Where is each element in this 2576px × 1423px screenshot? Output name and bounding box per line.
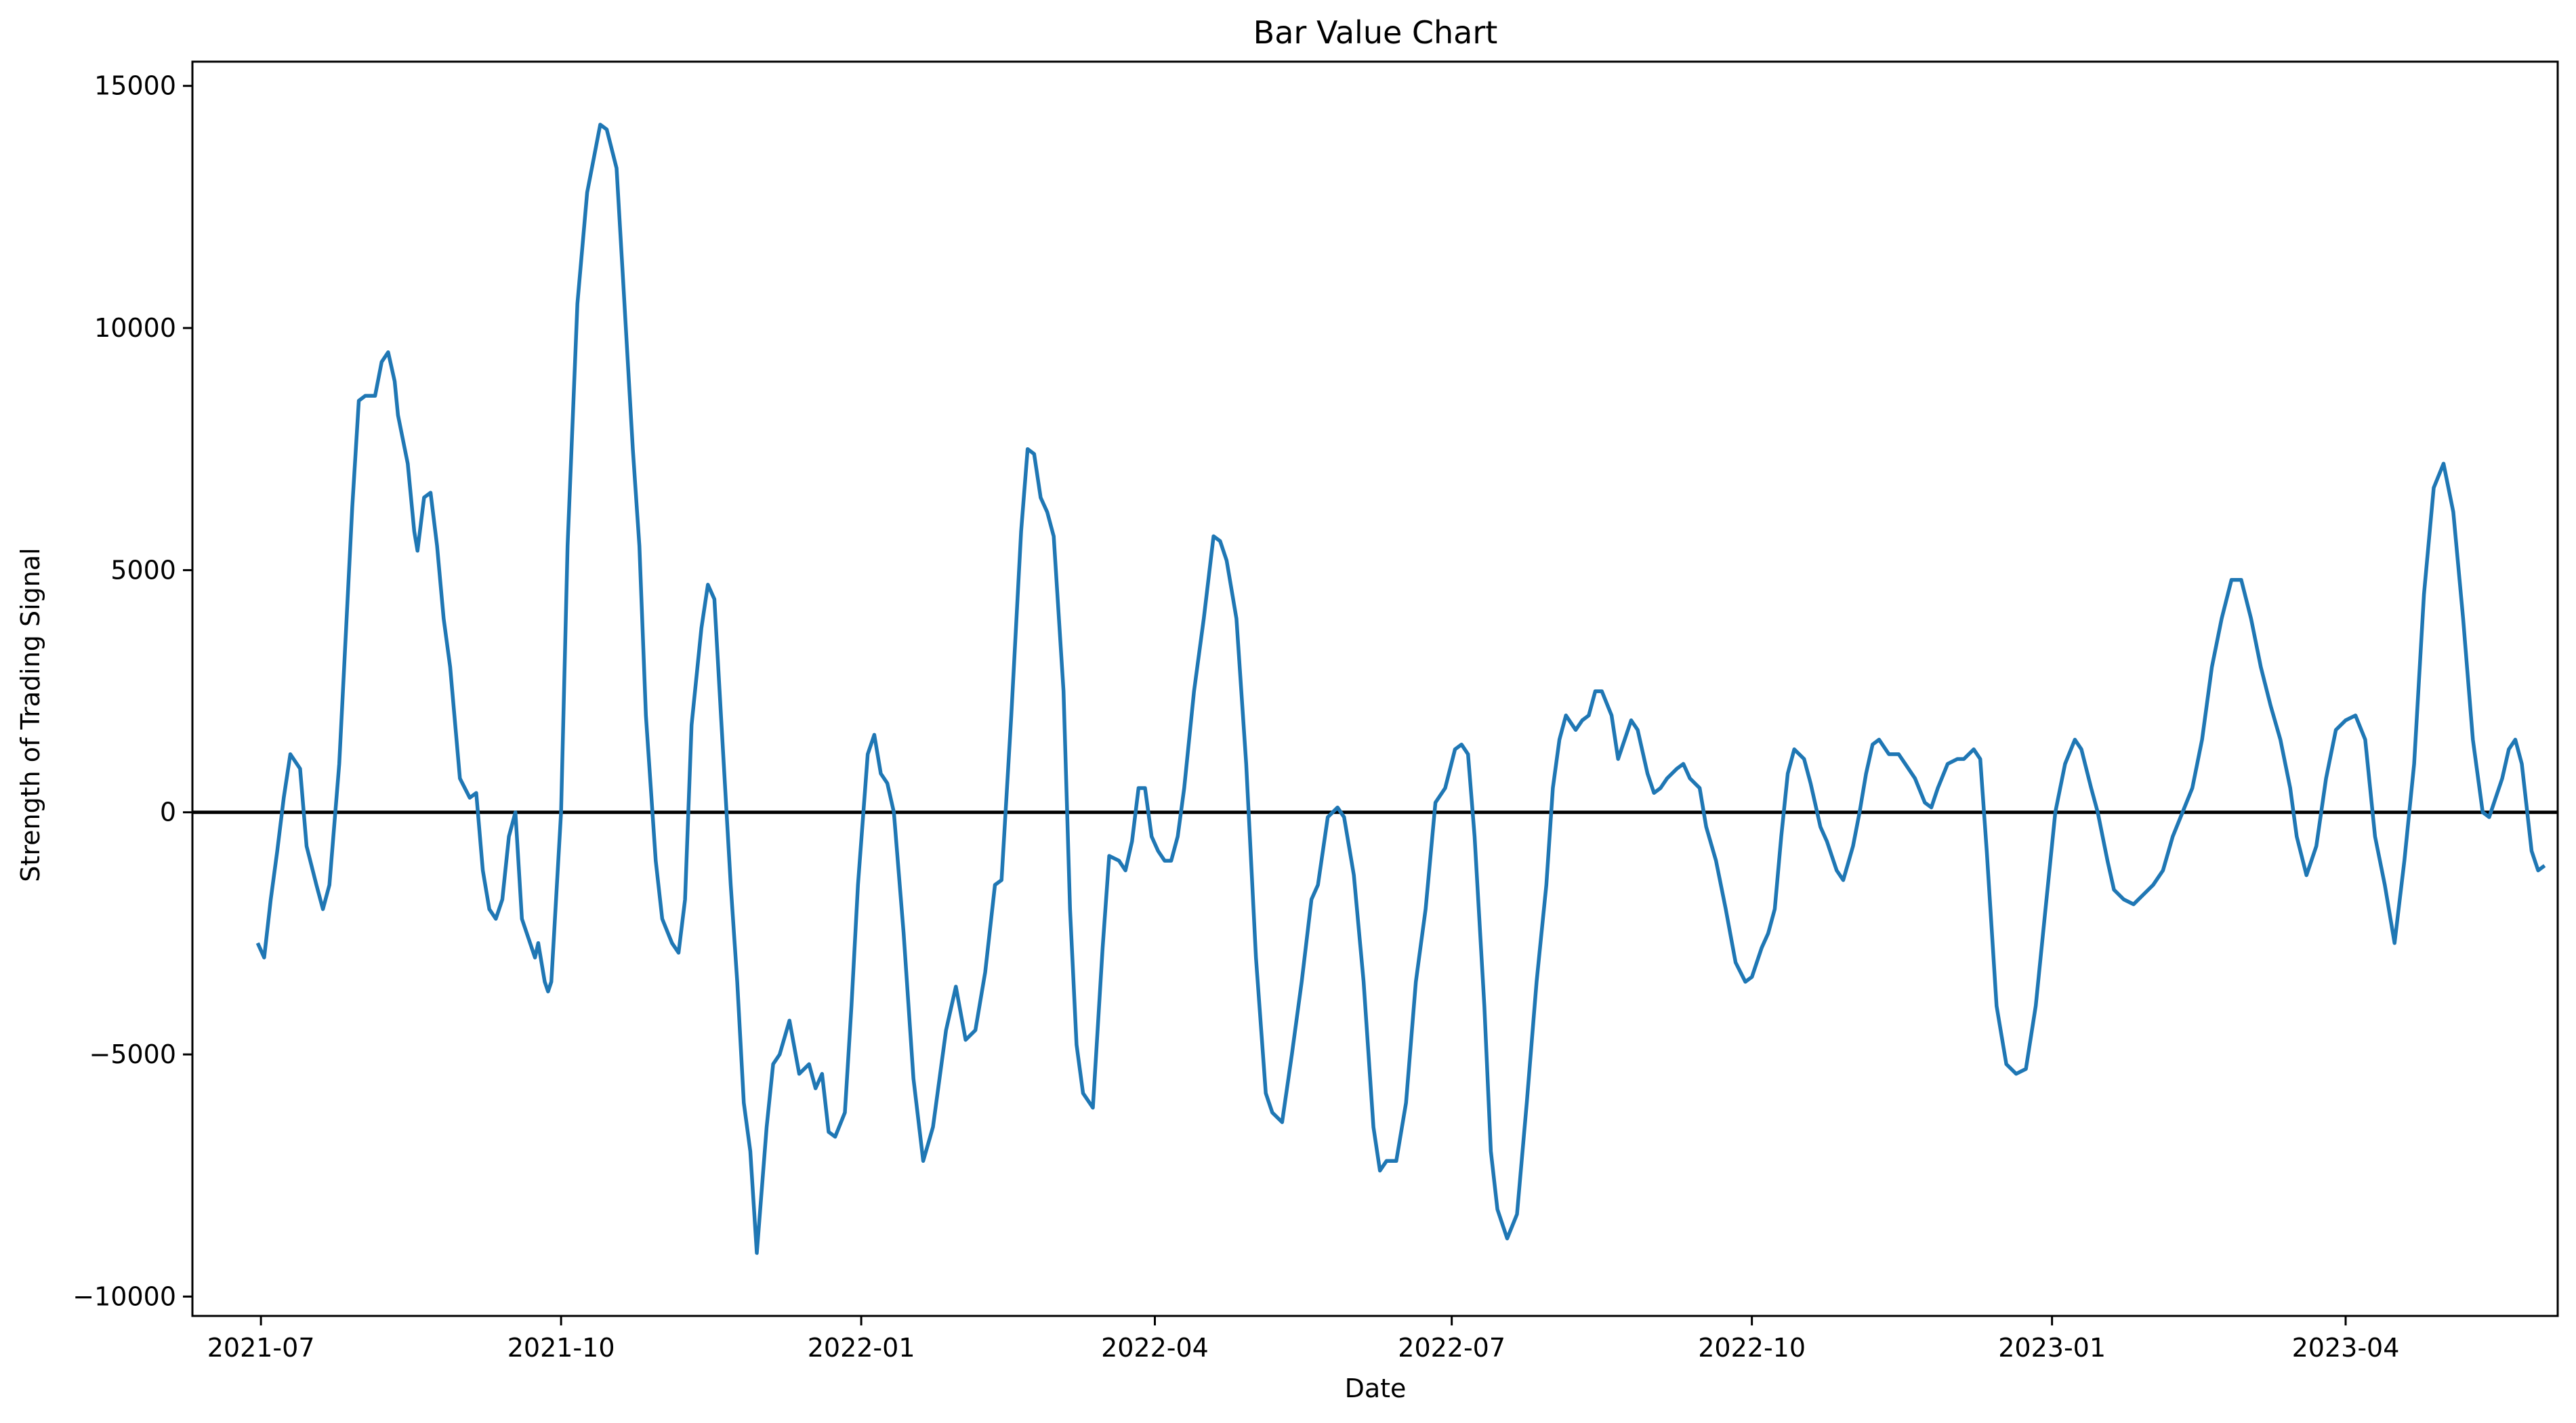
x-tick-label: 2022-04 — [1101, 1333, 1209, 1363]
series-line-0 — [255, 123, 2546, 1255]
x-tick-label: 2023-01 — [1998, 1333, 2106, 1363]
y-axis-ticks: −10000 −5000 0 5000 10000 15000 — [72, 71, 192, 1311]
y-tick-label: 15000 — [94, 71, 176, 101]
chart-title: Bar Value Chart — [1253, 14, 1498, 51]
x-axis-ticks: 2021-07 2021-10 2022-01 2022-04 2022-07 2022-… — [207, 1316, 2400, 1363]
x-tick-label: 2023-04 — [2292, 1333, 2400, 1363]
x-tick-label: 2022-07 — [1398, 1333, 1505, 1363]
x-tick-label: 2021-07 — [207, 1333, 315, 1363]
plot-area — [191, 60, 2559, 1317]
x-tick-label: 2022-10 — [1698, 1333, 1806, 1363]
y-tick-label: −5000 — [89, 1039, 176, 1069]
y-tick-label: 5000 — [110, 555, 176, 585]
x-tick-label: 2022-01 — [808, 1333, 915, 1363]
x-tick-label: 2021-10 — [507, 1333, 615, 1363]
y-tick-label: −10000 — [72, 1281, 176, 1311]
x-axis-label: Date — [1345, 1374, 1407, 1403]
y-tick-label: 0 — [160, 798, 176, 827]
plot-frame — [191, 60, 2559, 1317]
y-tick-label: 10000 — [94, 313, 176, 343]
y-axis-label: Strength of Trading Signal — [16, 548, 45, 882]
